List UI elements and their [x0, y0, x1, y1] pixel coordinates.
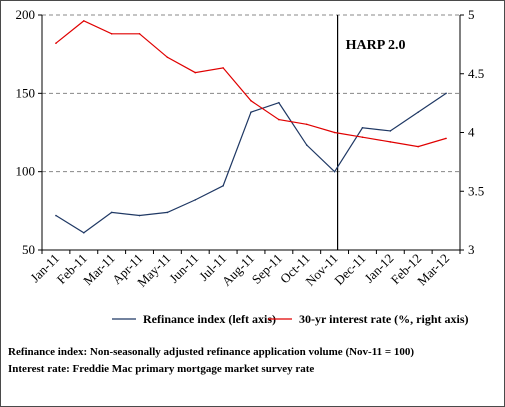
data-point-rate-May-11	[166, 56, 169, 59]
legend-label-refinance-index: Refinance index (left axis)	[143, 312, 276, 326]
harp-label: HARP 2.0	[346, 38, 406, 53]
right-tick-label-4: 4	[468, 125, 475, 140]
x-tick-label-Nov-11: Nov-11	[302, 251, 340, 289]
data-point-refinance-Mar-12	[445, 92, 447, 95]
axes	[38, 14, 464, 254]
right-tick-label-4.5: 4.5	[468, 66, 484, 81]
data-point-rate-Sep-11	[278, 118, 280, 121]
data-point-refinance-Feb-12	[417, 111, 420, 113]
note-refinance-index: Refinance index: Non-seasonally adjusted…	[8, 346, 415, 358]
tick-labels: 5010015020033.544.55Jan-11Feb-11Mar-11Ap…	[16, 7, 485, 290]
data-point-refinance-Dec-11	[361, 127, 364, 129]
x-tick-label-Mar-11: Mar-11	[80, 251, 118, 289]
data-point-refinance-Feb-11	[83, 231, 85, 234]
left-tick-label-100: 100	[16, 164, 36, 179]
right-tick-label-5: 5	[468, 7, 475, 22]
series-line-refinance-index	[55, 92, 447, 234]
data-point-rate-Jan-11	[55, 42, 57, 44]
data-point-refinance-Sep-11	[278, 101, 280, 104]
chart-notes: Refinance index: Non-seasonally adjusted…	[8, 344, 498, 378]
data-point-rate-Jan-12	[389, 141, 392, 143]
right-tick-label-3.5: 3.5	[468, 183, 484, 198]
data-point-refinance-Jan-12	[389, 130, 392, 132]
data-point-rate-Feb-12	[417, 145, 420, 148]
data-point-rate-Mar-11	[110, 33, 113, 35]
annotation-layer: HARP 2.0	[337, 15, 406, 250]
note-interest-rate: Interest rate: Freddie Mac primary mortg…	[8, 363, 315, 375]
data-point-rate-Jun-11	[194, 71, 197, 74]
data-point-refinance-Jan-11	[55, 214, 57, 217]
right-tick-label-3: 3	[468, 242, 475, 257]
left-tick-label-150: 150	[16, 85, 36, 100]
data-point-rate-Nov-11	[333, 131, 336, 134]
x-tick-label-Sep-11: Sep-11	[249, 251, 285, 287]
data-point-refinance-Aug-11	[250, 111, 252, 113]
data-point-refinance-Mar-11	[110, 211, 113, 214]
data-point-refinance-May-11	[166, 211, 169, 214]
data-point-rate-Aug-11	[250, 99, 252, 102]
data-point-refinance-Oct-11	[305, 144, 308, 146]
x-tick-label-Dec-11: Dec-11	[331, 251, 368, 288]
x-tick-label-Aug-11: Aug-11	[219, 251, 257, 289]
left-tick-label-50: 50	[22, 242, 35, 257]
data-point-refinance-Nov-11	[333, 170, 336, 173]
legend-label-interest-rate: 30-yr interest rate (%, right axis)	[299, 312, 469, 326]
data-point-rate-Oct-11	[305, 123, 308, 126]
legend: Refinance index (left axis) 30-yr interes…	[112, 312, 469, 326]
data-point-refinance-Jun-11	[194, 199, 197, 201]
x-tick-label-Mar-12: Mar-12	[414, 251, 452, 289]
data-point-rate-Mar-12	[445, 137, 447, 140]
data-point-rate-Dec-11	[361, 136, 364, 138]
series-layer	[55, 20, 447, 234]
left-tick-label-200: 200	[16, 7, 36, 22]
data-point-rate-Apr-11	[138, 33, 141, 35]
data-point-rate-Jul-11	[222, 67, 224, 69]
data-point-rate-Feb-11	[83, 20, 85, 22]
data-point-refinance-Apr-11	[138, 214, 141, 217]
x-tick-label-Jun-11: Jun-11	[166, 251, 201, 286]
data-point-refinance-Jul-11	[222, 184, 224, 187]
